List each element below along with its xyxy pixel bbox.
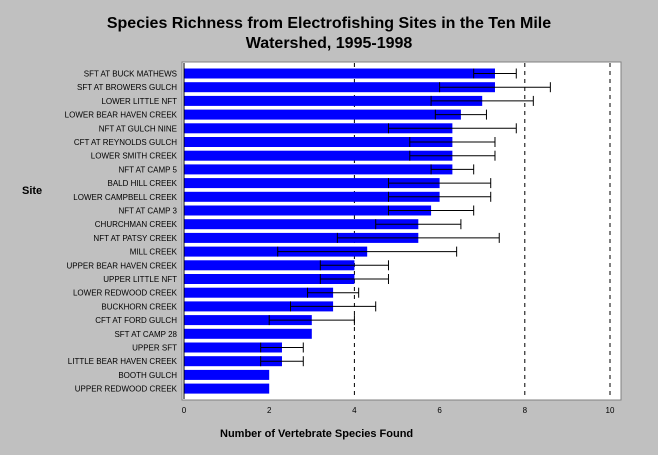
category-label: LITTLE BEAR HAVEN CREEK xyxy=(68,357,178,366)
bar xyxy=(184,315,312,326)
bar xyxy=(184,383,270,394)
category-label: LOWER SMITH CREEK xyxy=(91,152,178,161)
bar xyxy=(184,342,282,353)
category-label: CFT AT FORD GULCH xyxy=(95,316,177,325)
category-label: BUCKHORN CREEK xyxy=(101,302,177,311)
y-axis-label: Site xyxy=(22,185,43,197)
bar xyxy=(184,260,355,271)
category-label: BALD HILL CREEK xyxy=(107,179,177,188)
bar xyxy=(184,232,419,243)
bar xyxy=(184,68,495,79)
bar xyxy=(184,328,312,339)
x-tick-label: 10 xyxy=(606,406,615,415)
category-label: LOWER LITTLE NFT xyxy=(101,97,177,106)
category-label: SFT AT CAMP 28 xyxy=(114,330,177,339)
category-label: BOOTH GULCH xyxy=(118,371,177,380)
bar xyxy=(184,246,368,257)
category-label: LOWER BEAR HAVEN CREEK xyxy=(65,111,178,120)
category-label: UPPER SFT xyxy=(132,344,177,353)
category-label: CFT AT REYNOLDS GULCH xyxy=(74,138,177,147)
bar xyxy=(184,191,440,202)
category-label: NFT AT CAMP 3 xyxy=(118,207,177,216)
x-axis-label: Number of Vertebrate Species Found xyxy=(220,428,414,440)
bar xyxy=(184,301,334,312)
chart-title-line1: Species Richness from Electrofishing Sit… xyxy=(106,15,552,32)
x-tick-label: 0 xyxy=(182,406,187,415)
category-label: NFT AT PATSY CREEK xyxy=(93,234,177,243)
bar xyxy=(184,137,453,147)
chart-title: Species Richness from Electrofishing Sit… xyxy=(0,14,658,54)
x-tick-label: 6 xyxy=(437,406,442,415)
bar xyxy=(184,219,419,230)
category-label: UPPER LITTLE NFT xyxy=(103,275,177,284)
category-label: UPPER BEAR HAVEN CREEK xyxy=(66,261,177,270)
bar xyxy=(184,274,355,284)
bar xyxy=(184,123,453,134)
category-label: UPPER REDWOOD CREEK xyxy=(75,385,178,394)
x-tick-label: 2 xyxy=(267,406,272,415)
bar xyxy=(184,164,453,175)
bar xyxy=(184,205,432,216)
x-tick-label: 8 xyxy=(523,406,528,415)
category-label: SFT AT BUCK MATHEWS xyxy=(84,70,177,79)
category-label: NFT AT CAMP 5 xyxy=(118,165,177,174)
category-label: LOWER REDWOOD CREEK xyxy=(73,289,178,298)
bar xyxy=(184,95,483,106)
chart-title-line2: Watershed, 1995-1998 xyxy=(245,35,413,52)
category-label: NFT AT GULCH NINE xyxy=(99,124,177,133)
bar xyxy=(184,178,440,189)
bar xyxy=(184,356,282,367)
category-label: CHURCHMAN CREEK xyxy=(95,220,178,229)
bar xyxy=(184,150,453,161)
bar xyxy=(184,287,334,298)
bar xyxy=(184,369,270,380)
category-label: LOWER CAMPBELL CREEK xyxy=(73,193,177,202)
category-label: MILL CREEK xyxy=(130,248,178,257)
x-tick-label: 4 xyxy=(352,406,357,415)
category-label: SFT AT BROWERS GULCH xyxy=(77,83,177,92)
bar xyxy=(184,82,495,93)
bar xyxy=(184,109,461,120)
